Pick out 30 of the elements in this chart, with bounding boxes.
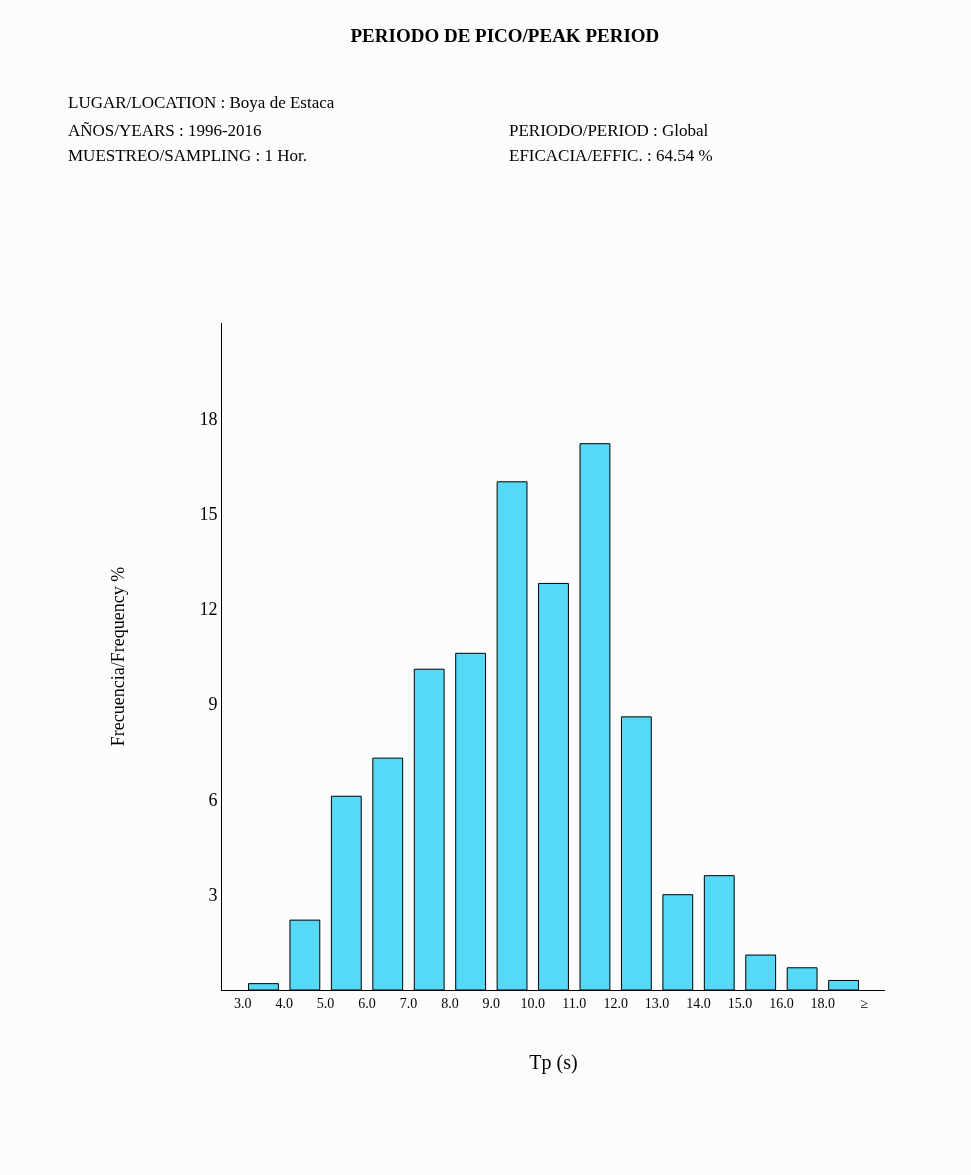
y-tick-label: 18 bbox=[199, 408, 218, 429]
x-tick-label: 9.0 bbox=[482, 995, 501, 1011]
y-tick-label: 15 bbox=[199, 503, 218, 524]
x-tick-label: 7.0 bbox=[399, 995, 418, 1011]
x-tick-label: 16.0 bbox=[769, 995, 794, 1011]
y-tick-label: 3 bbox=[208, 885, 218, 906]
chart-title: PERIODO DE PICO/PEAK PERIOD bbox=[350, 24, 660, 46]
y-tick-label: 9 bbox=[208, 694, 218, 715]
x-tick-label: 14.0 bbox=[686, 995, 711, 1011]
x-tick-label: 11.0 bbox=[562, 995, 587, 1011]
x-axis-title: Tp (s) bbox=[529, 1051, 578, 1075]
x-tick-label: 5.0 bbox=[316, 995, 335, 1011]
text: LUGAR/LOCATION : Boya de Estaca bbox=[68, 93, 335, 112]
text: MUESTREO/SAMPLING : 1 Hor. bbox=[68, 146, 307, 165]
text: EFICACIA/EFFIC. : 64.54 % bbox=[509, 146, 713, 165]
x-tick-label: 6.0 bbox=[358, 995, 376, 1011]
y-tick-label: 12 bbox=[199, 599, 218, 620]
x-tick-label: 3.0 bbox=[233, 995, 252, 1011]
x-tick-label: 8.0 bbox=[441, 995, 459, 1011]
x-tick-label: 4.0 bbox=[275, 995, 293, 1011]
x-tick-label: 18.0 bbox=[810, 995, 836, 1011]
x-tick-label: 10.0 bbox=[520, 995, 546, 1011]
x-tick-label: 13.0 bbox=[644, 995, 670, 1011]
text: PERIODO/PERIOD : Global bbox=[509, 121, 709, 140]
text: AÑOS/YEARS : 1996-2016 bbox=[68, 121, 262, 140]
x-tick-label: 12.0 bbox=[603, 995, 628, 1011]
y-tick-label: 6 bbox=[208, 789, 218, 810]
x-tick-label: 15.0 bbox=[727, 995, 753, 1011]
y-axis-title: Frecuencia/Frequency % bbox=[107, 566, 128, 747]
x-tick-label: ≥ bbox=[860, 995, 869, 1011]
